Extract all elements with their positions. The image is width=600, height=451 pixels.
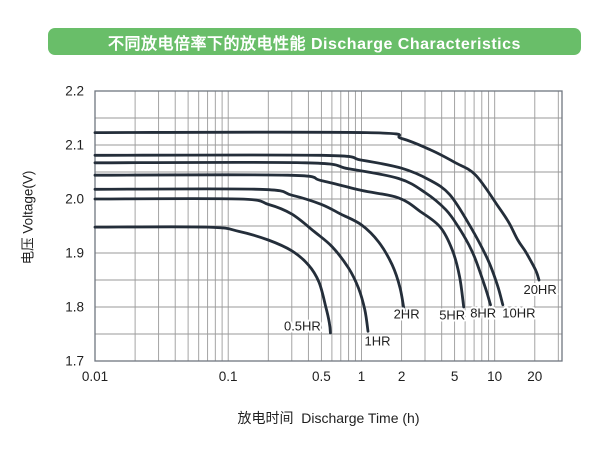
discharge-curve-5hr <box>93 173 466 309</box>
x-tick-label: 2 <box>398 369 406 384</box>
curve-label-8hr: 8HR <box>470 305 496 320</box>
discharge-curve-10hr <box>93 153 505 307</box>
discharge-curve-2hr <box>93 187 406 314</box>
x-tick-label: 10 <box>487 369 502 384</box>
x-tick-label: 0.1 <box>219 369 238 384</box>
discharge-curve-20hr <box>93 130 541 282</box>
x-tick-label: 5 <box>451 369 459 384</box>
x-axis-title: 放电时间 Discharge Time (h) <box>237 410 420 426</box>
curve-label-2hr: 2HR <box>394 307 420 322</box>
x-tick-label: 0.01 <box>82 369 108 384</box>
y-tick-label: 2.1 <box>65 138 84 153</box>
curve-label-10hr: 10HR <box>502 305 535 320</box>
discharge-curve-0.5hr <box>93 225 332 335</box>
y-axis-title: 电压 Voltage(V) <box>20 170 36 265</box>
y-tick-label: 1.9 <box>65 246 84 261</box>
x-tick-label: 1 <box>358 369 366 384</box>
y-tick-label: 1.8 <box>65 300 84 315</box>
y-tick-label: 2.0 <box>65 192 84 207</box>
discharge-curve-1hr <box>93 197 370 333</box>
curve-label-0.5hr: 0.5HR <box>284 318 321 333</box>
curve-label-20hr: 20HR <box>523 282 556 297</box>
x-tick-label: 20 <box>527 369 542 384</box>
chart-title-banner: 不同放电倍率下的放电性能 Discharge Characteristics <box>48 28 581 55</box>
curve-label-5hr: 5HR <box>439 308 465 323</box>
discharge-curve-8hr <box>93 160 492 307</box>
chart-title: 不同放电倍率下的放电性能 Discharge Characteristics <box>108 35 521 53</box>
y-tick-label: 2.2 <box>65 84 84 99</box>
x-tick-label: 0.5 <box>312 369 331 384</box>
curve-label-1hr: 1HR <box>364 334 390 349</box>
y-tick-label: 1.7 <box>65 354 84 369</box>
